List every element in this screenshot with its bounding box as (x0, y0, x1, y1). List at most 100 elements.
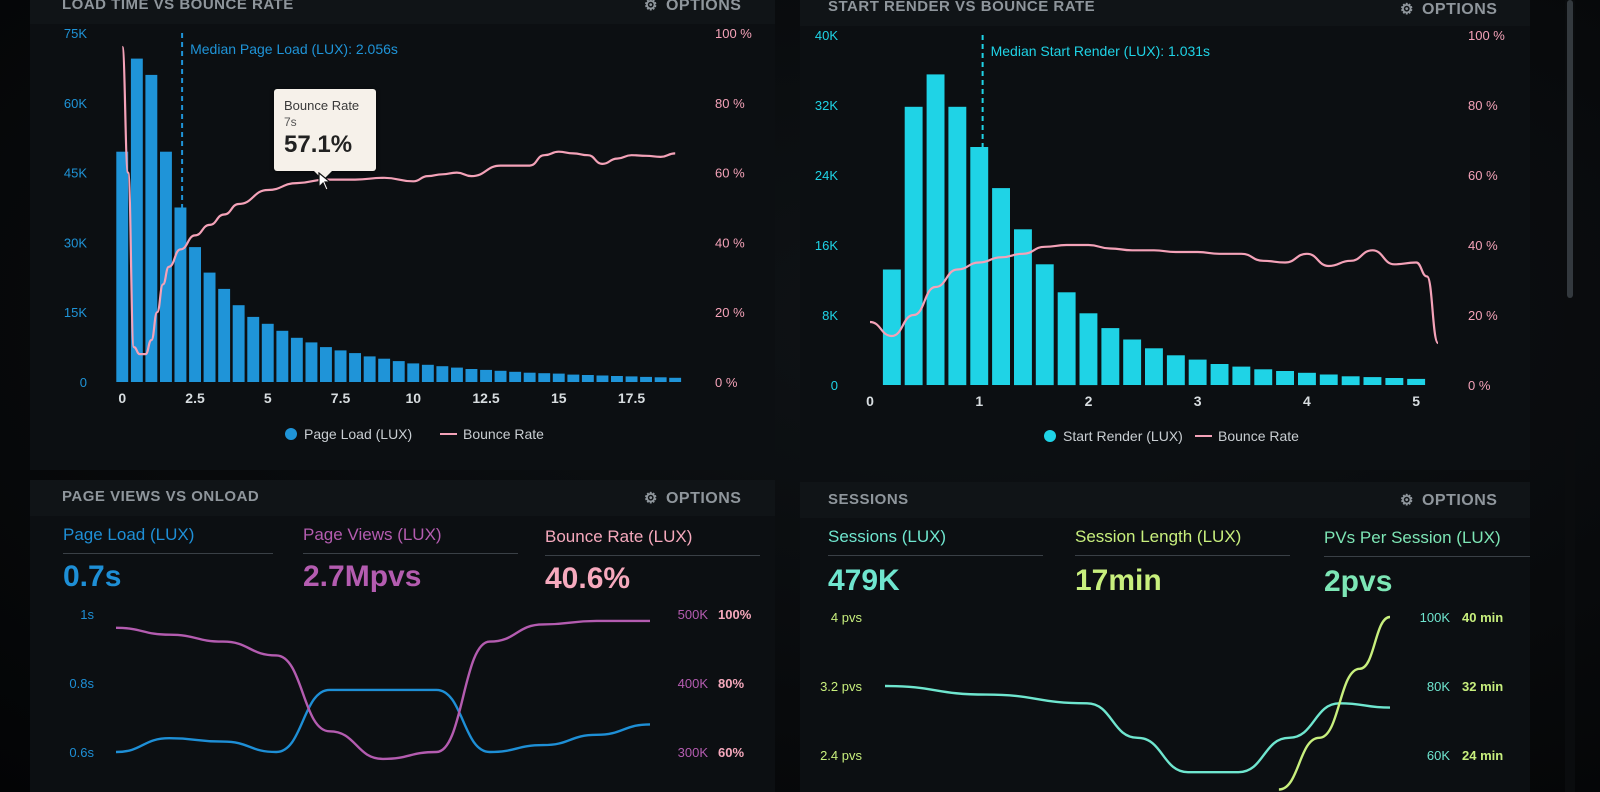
bar (611, 376, 623, 382)
panel-title: START RENDER VS BOUNCE RATE (828, 0, 1096, 15)
bar (1035, 264, 1054, 386)
options-label: OPTIONS (665, 0, 742, 14)
x-tick-label: 12.5 (472, 390, 499, 406)
bar (305, 342, 318, 382)
median-label: Median Start Render (LUX): 1.031s (991, 43, 1210, 59)
bounce-rate-line (121, 45, 676, 356)
bar (1407, 378, 1426, 385)
legend-label: Bounce Rate (463, 426, 544, 442)
x-tick-label: 7.5 (331, 390, 351, 406)
bar (581, 375, 594, 382)
bar (1101, 328, 1120, 385)
bar (465, 369, 478, 382)
y-tick-label: 45K (64, 166, 87, 181)
y-tick-label: 75K (64, 26, 87, 41)
x-tick-label: 10 (405, 390, 421, 406)
gear-icon: ⚙ (1400, 492, 1414, 509)
bar (349, 353, 361, 382)
y-tick-label: 4 pvs (831, 610, 863, 625)
bar (392, 361, 405, 382)
gear-icon: ⚙ (644, 490, 658, 507)
x-tick-label: 15 (551, 390, 567, 406)
kpi-label-bounce-rate: Bounce Rate (LUX) (545, 527, 693, 546)
series-line (115, 619, 650, 761)
y2-tick-label: 400K (678, 676, 709, 691)
y2-tick-label: 80 % (715, 96, 745, 111)
y-tick-label: 0 (831, 378, 838, 393)
kpi-label-pvs-per-session: PVs Per Session (LUX) (1324, 528, 1501, 547)
bar (247, 316, 260, 382)
kpi-value-pvs-per-session: 2pvs (1324, 565, 1393, 598)
options-button[interactable]: ⚙ OPTIONS (644, 489, 741, 508)
bar (174, 207, 187, 382)
bar (509, 371, 522, 382)
bar (567, 374, 580, 382)
bounce-rate-tooltip: Bounce Rate 7s 57.1% (274, 89, 376, 180)
y-tick-label: 16K (815, 238, 838, 253)
panel-header: START RENDER VS BOUNCE RATE ⚙ OPTIONS (800, 0, 1530, 26)
y-tick-label: 32K (815, 98, 838, 113)
kpi-label-session-length: Session Length (LUX) (1075, 527, 1242, 546)
y-tick-label: 0.8s (69, 676, 94, 691)
bar (290, 337, 303, 382)
series-line (115, 688, 651, 754)
y-tick-label: 2.4 pvs (820, 748, 862, 763)
panel-header: SESSIONS ⚙ OPTIONS (800, 482, 1530, 518)
bar (992, 188, 1010, 385)
pageviews-chart: 1s 0.8s 0.6s 500K 400K 300K 100% 80% 60% (69, 607, 752, 761)
x-tick-label: 4 (1303, 393, 1311, 409)
bar (160, 151, 172, 382)
y-tick-label: 0.6s (69, 745, 94, 760)
scrollbar-thumb[interactable] (1567, 0, 1573, 298)
y2-tick-label: 20 % (715, 305, 745, 320)
options-button[interactable]: ⚙ OPTIONS (1400, 0, 1497, 19)
bar (494, 370, 507, 382)
y-tick-label: 40K (815, 28, 838, 43)
bar (926, 74, 945, 386)
bar (1276, 371, 1294, 385)
bar (1166, 355, 1185, 386)
bar (480, 369, 492, 382)
bar (640, 376, 652, 382)
x-tick-label: 3 (1194, 393, 1202, 409)
kpi-divider (1075, 555, 1290, 556)
kpi-divider (63, 553, 273, 554)
y2-tick-label: 60 % (715, 166, 745, 181)
bar (552, 373, 565, 382)
y2-tick-label: 80K (1427, 679, 1450, 694)
legend-label: Page Load (LUX) (304, 426, 412, 442)
options-label: OPTIONS (665, 490, 742, 507)
bar (1341, 376, 1360, 386)
scrollbar-track[interactable] (1565, 0, 1575, 792)
bar (1057, 292, 1076, 386)
options-button[interactable]: ⚙ OPTIONS (644, 0, 741, 15)
kpi-divider (1324, 556, 1530, 557)
bar (436, 366, 449, 382)
series-line (1278, 615, 1391, 791)
bar (970, 147, 989, 385)
y3-tick-label: 24 min (1462, 748, 1503, 763)
options-button[interactable]: ⚙ OPTIONS (1400, 491, 1497, 510)
y-tick-label: 24K (815, 168, 838, 183)
y-tick-label: 60K (64, 96, 87, 111)
kpi-value-sessions: 479K (828, 564, 900, 597)
panel-title: SESSIONS (828, 491, 909, 508)
panel-title: PAGE VIEWS VS ONLOAD (62, 488, 260, 505)
bar (669, 377, 682, 382)
mouse-cursor-icon (318, 172, 332, 191)
y2-tick-label: 500K (678, 607, 709, 622)
bar (421, 364, 434, 382)
y2-tick-label: 60K (1427, 748, 1450, 763)
kpi-value-page-views: 2.7Mpvs (303, 560, 422, 593)
load-chart: 75K 60K 45K 30K 15K 0 100 % 80 % 60 % 40 % 20 % 0 %… (64, 26, 752, 442)
sessions-chart: 4 pvs 3.2 pvs 2.4 pvs 100K 80K 60K 40 min 32 mi… (820, 610, 1503, 791)
y2-tick-label: 60 % (1468, 168, 1498, 183)
bar (116, 151, 129, 382)
y-tick-label: 30K (64, 235, 87, 250)
y3-tick-label: 80% (718, 676, 744, 691)
legend-label: Start Render (LUX) (1063, 428, 1183, 444)
bar (1319, 374, 1338, 385)
x-tick-label: 0 (118, 390, 126, 406)
bounce-rate-line (869, 243, 1440, 345)
